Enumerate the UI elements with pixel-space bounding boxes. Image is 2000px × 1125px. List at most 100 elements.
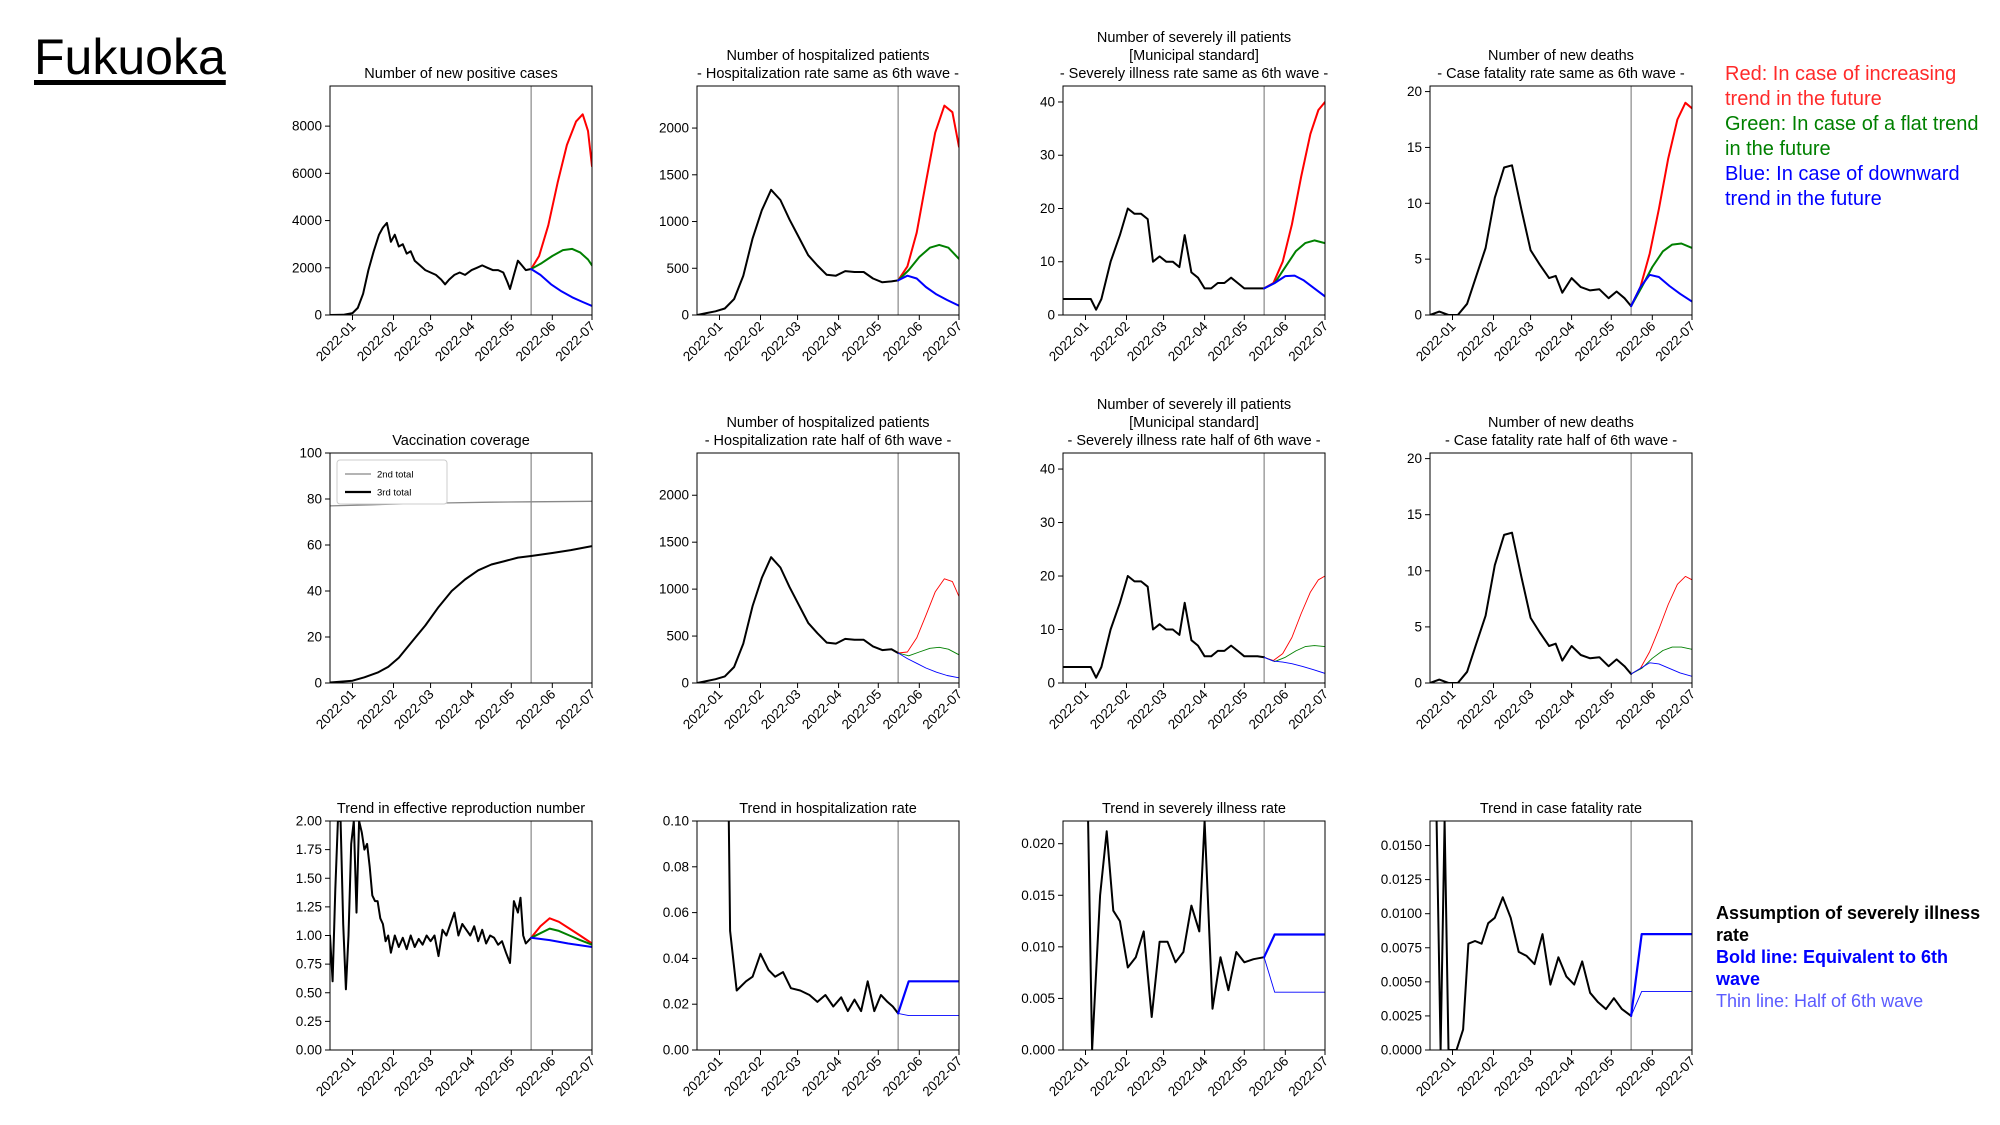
x-tick-label: 2022-07 (1652, 319, 1698, 365)
chart-title-line: Number of new positive cases (364, 66, 557, 82)
x-tick-label: 2022-03 (1124, 687, 1170, 733)
x-tick-label: 2022-05 (1572, 687, 1618, 733)
series-group (727, 821, 959, 1017)
y-tick-label: 100 (299, 446, 322, 461)
series-line-black (1430, 531, 1633, 683)
chart-title-line: Trend in hospitalization rate (739, 801, 917, 817)
y-tick-label: 60 (307, 538, 322, 553)
x-tick-label: 2022-03 (391, 319, 437, 365)
x-tick-label: 2022-05 (839, 319, 885, 365)
y-tick-label: 80 (307, 492, 322, 507)
legend-red-increasing: Red: In case of increasing trend in the … (1725, 63, 1957, 110)
series-line-blue (1262, 933, 1325, 959)
y-tick-label: 5 (1414, 252, 1422, 267)
chart-title-line: Vaccination coverage (392, 433, 530, 449)
x-tick-label: 2022-01 (1413, 319, 1459, 365)
x-tick-label: 2022-05 (472, 319, 518, 365)
series-line-green (530, 927, 592, 946)
chart-new-positive-cases: Number of new positive cases 0 2000 4000 600… (292, 66, 598, 364)
x-tick-label: 2022-02 (1087, 319, 1133, 365)
chart-severely-ill-same: Number of severely ill patients [Municipa… (1040, 30, 1331, 364)
y-tick-label: 2000 (659, 121, 689, 136)
x-tick-label: 2022-07 (552, 1054, 598, 1100)
x-tick-label: 2022-04 (1532, 686, 1578, 732)
x-tick-label: 2022-07 (919, 687, 965, 733)
plot-frame (329, 452, 593, 684)
series-line-vline (330, 500, 592, 507)
x-tick-label: 2022-04 (1165, 318, 1211, 364)
x-tick-label: 2022-01 (313, 319, 359, 365)
x-tick-label: 2022-05 (839, 687, 885, 733)
y-tick-label: 0.75 (296, 957, 322, 972)
series-line-red (1630, 101, 1692, 308)
x-tick-label: 2022-02 (721, 1054, 767, 1100)
chart-title-line: - Severely illness rate half of 6th wave… (1067, 433, 1320, 449)
series-line-blue (1263, 274, 1325, 298)
chart-severely-illness-rate: Trend in severely illness rate 0.000 0.005… (1021, 801, 1331, 1099)
assumption-thin-line: Thin line: Half of 6th wave (1716, 991, 1924, 1011)
assumption-legend: Assumption of severely illness rate Bold… (1716, 902, 1986, 1012)
y-tick-label: 1500 (659, 535, 689, 550)
series-group (330, 821, 592, 991)
chart-title-line: Number of hospitalized patients (726, 415, 929, 431)
y-tick-label: 1.50 (296, 871, 322, 886)
y-tick-label: 0.0150 (1381, 838, 1422, 853)
y-tick-label: 10 (1407, 563, 1422, 578)
y-tick-label: 2.00 (296, 814, 322, 829)
x-tick-label: 2022-07 (919, 1054, 965, 1100)
series-line-red (1263, 575, 1325, 661)
y-tick-label: 0 (1414, 676, 1422, 691)
x-tick-label: 2022-01 (680, 319, 726, 365)
x-tick-label: 2022-06 (1246, 319, 1292, 365)
chart-title-line: Trend in severely illness rate (1102, 801, 1286, 817)
series-line-black (727, 821, 900, 1015)
y-tick-label: 0.000 (1021, 1043, 1055, 1058)
x-tick-label: 2022-01 (313, 687, 359, 733)
series-line-black (330, 545, 592, 683)
y-tick-label: 40 (307, 584, 322, 599)
plot-frame (696, 452, 960, 684)
x-tick-label: 2022-03 (758, 687, 804, 733)
y-tick-label: 40 (1040, 462, 1055, 477)
x-tick-label: 2022-02 (721, 319, 767, 365)
y-tick-label: 0 (1047, 308, 1055, 323)
y-tick-label: 20 (307, 630, 322, 645)
series-line-black (1430, 164, 1633, 315)
series-line-green (530, 247, 592, 270)
y-tick-label: 40 (1040, 94, 1055, 109)
plot-frame (696, 85, 960, 316)
chart-title-line: - Case fatality rate same as 6th wave - (1437, 66, 1685, 82)
assumption-title: Assumption of severely illness rate (1716, 903, 1981, 945)
y-tick-label: 0.08 (663, 859, 689, 874)
series-line-blue (530, 268, 592, 307)
series-line-red (530, 917, 592, 945)
series-line-blue (1263, 656, 1325, 674)
series-line-red (897, 104, 959, 282)
x-tick-label: 2022-04 (799, 1053, 845, 1099)
chart-case-fatality-rate: Trend in case fatality rate 0.0000 0.0025 0… (1381, 801, 1698, 1099)
series-line-black (330, 221, 533, 315)
x-tick-label: 2022-04 (1532, 318, 1578, 364)
y-tick-label: 0.00 (296, 1043, 322, 1058)
chart-title-line: - Hospitalization rate same as 6th wave … (697, 66, 959, 82)
x-tick-label: 2022-02 (354, 687, 400, 733)
plot-frame (1429, 85, 1693, 316)
y-tick-label: 0 (314, 676, 322, 691)
series-group (330, 113, 592, 315)
x-tick-label: 2022-01 (313, 1054, 359, 1100)
y-tick-label: 1.00 (296, 928, 322, 943)
legend-label: 2nd total (377, 470, 413, 481)
y-tick-label: 20 (1407, 84, 1422, 99)
x-tick-label: 2022-07 (552, 319, 598, 365)
x-tick-label: 2022-06 (880, 319, 926, 365)
series-line-blue (897, 274, 959, 307)
series-line-black (1087, 821, 1266, 1050)
chart-title-line: [Municipal standard] (1129, 48, 1259, 64)
x-tick-label: 2022-04 (432, 686, 478, 732)
y-tick-label: 0.00 (663, 1043, 689, 1058)
series-group (1435, 821, 1692, 1050)
series-line-blue (1630, 990, 1692, 1017)
plot-frame (329, 820, 593, 1051)
y-tick-label: 0 (1414, 308, 1422, 323)
